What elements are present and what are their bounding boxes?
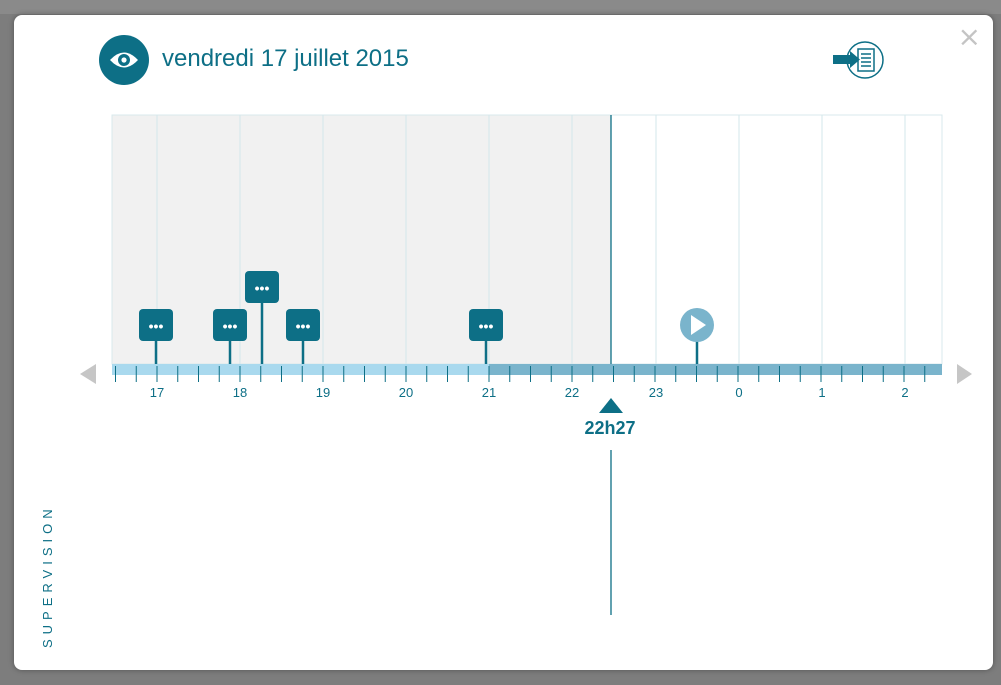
- event-marker-label: •••: [255, 280, 270, 296]
- page-title: vendredi 17 juillet 2015: [162, 45, 409, 72]
- hour-label: 23: [649, 385, 663, 400]
- current-time-label: 22h27: [584, 418, 636, 438]
- hour-label: 22: [565, 385, 579, 400]
- event-marker[interactable]: [286, 309, 320, 341]
- hour-label: 19: [316, 385, 330, 400]
- hour-label: 17: [150, 385, 164, 400]
- play-icon: [691, 315, 706, 335]
- event-marker-label: •••: [479, 318, 494, 334]
- arrow-left-icon[interactable]: [80, 364, 96, 384]
- timeline-chart: 17 18 19 20 21 22 23 0 1 2 ••• ••• ••• ••• •••: [80, 114, 972, 615]
- export-list-icon[interactable]: [832, 39, 886, 81]
- triangle-up-icon: [599, 398, 623, 413]
- hour-label: 21: [482, 385, 496, 400]
- timeline-modal: × vendredi 17 juillet 2015 17 18 19 20 21 22 2…: [14, 15, 993, 670]
- event-marker-label: •••: [149, 318, 164, 334]
- past-region: [112, 115, 611, 364]
- hour-label: 2: [901, 385, 908, 400]
- hour-label: 20: [399, 385, 413, 400]
- background-window-strip: [0, 0, 1001, 14]
- timeline-bar-future: [489, 364, 942, 375]
- hour-label: 1: [818, 385, 825, 400]
- eye-icon: [99, 35, 149, 85]
- hour-label: 0: [735, 385, 742, 400]
- event-marker-label: •••: [296, 318, 311, 334]
- close-icon[interactable]: ×: [957, 20, 981, 53]
- supervision-label: SUPERVISION: [40, 504, 55, 648]
- arrow-right-icon[interactable]: [957, 364, 972, 384]
- event-marker[interactable]: [469, 309, 503, 341]
- event-marker[interactable]: [139, 309, 173, 341]
- hour-label: 18: [233, 385, 247, 400]
- event-marker[interactable]: [245, 271, 279, 303]
- event-marker[interactable]: [213, 309, 247, 341]
- event-marker-label: •••: [223, 318, 238, 334]
